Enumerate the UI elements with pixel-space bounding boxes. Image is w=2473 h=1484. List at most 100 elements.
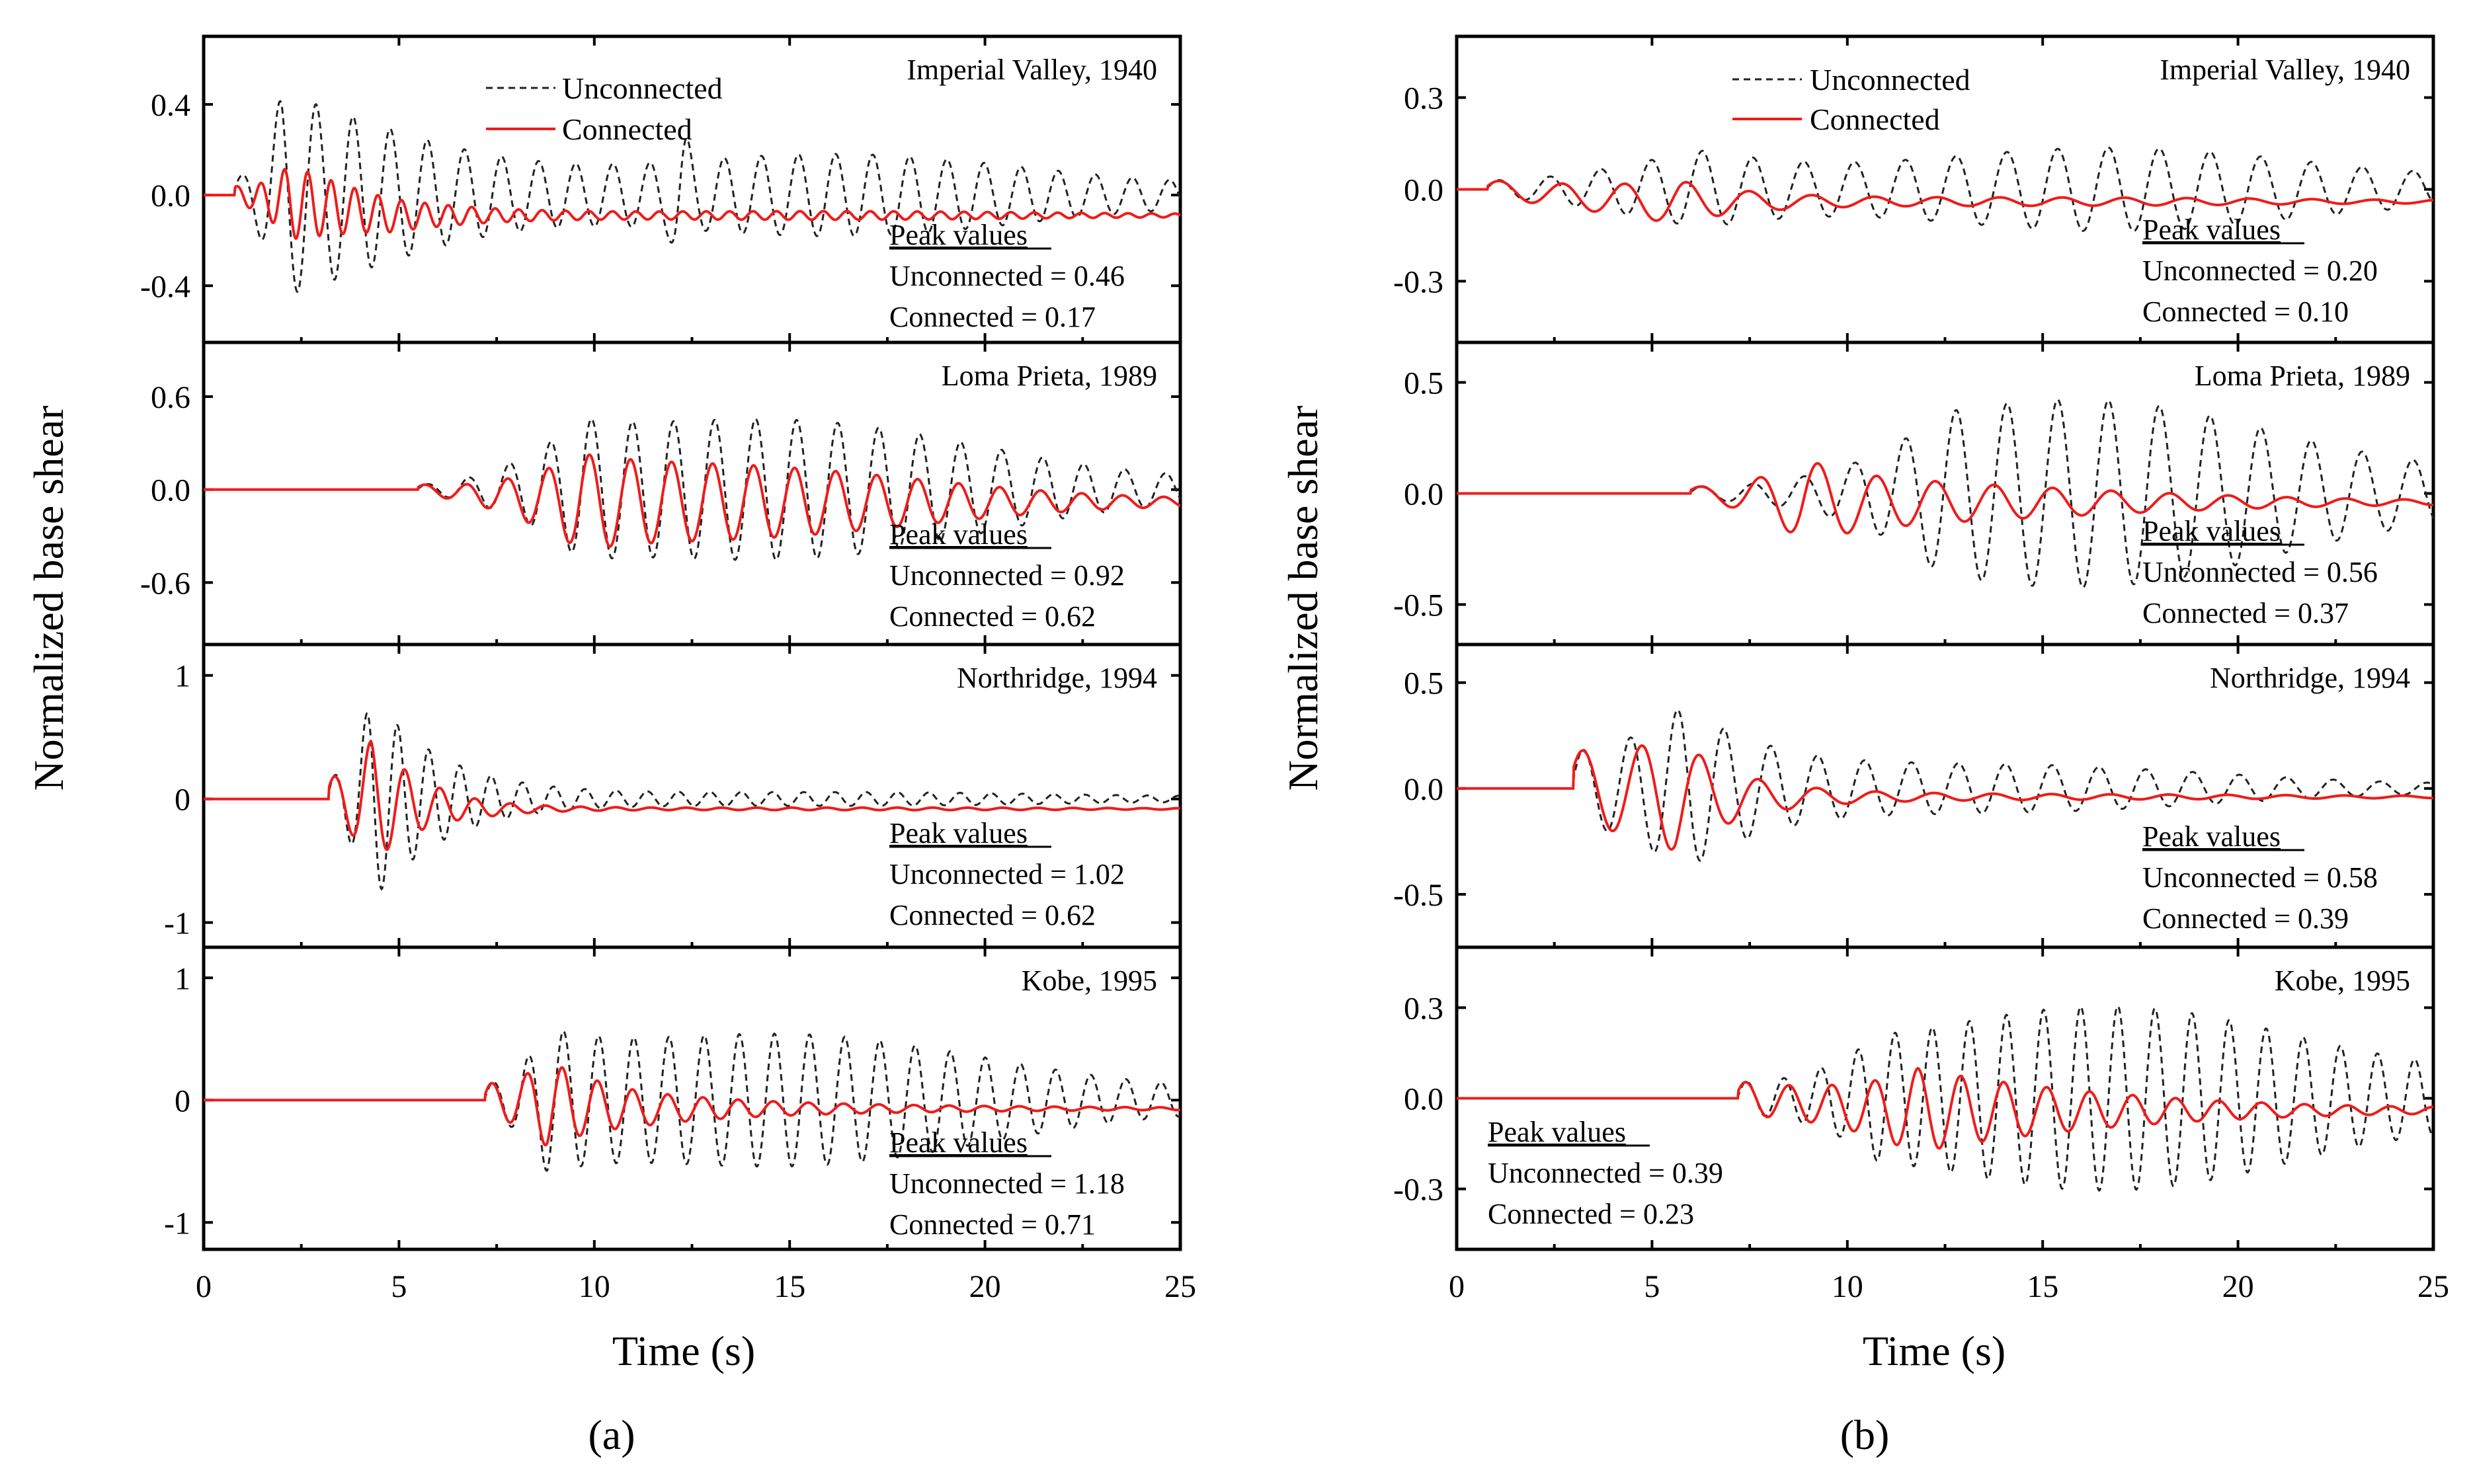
connected-series-line — [1457, 461, 2434, 535]
x-axis-title-b: Time (s) — [1863, 1327, 2006, 1374]
x-tick-label: 0 — [196, 1269, 212, 1304]
peak-values-heading: Peak values — [889, 1126, 1028, 1159]
legend-unconnected-label-b: Unconnected — [1810, 63, 1970, 97]
unconnected-series-line — [204, 100, 1182, 293]
y-tick-label: 0.6 — [151, 380, 190, 415]
earthquake-title: Kobe, 1995 — [1022, 964, 1157, 997]
earthquake-title: Loma Prieta, 1989 — [2195, 360, 2410, 392]
peak-values-heading: Peak values — [2142, 820, 2281, 853]
y-tick-label: -0.3 — [1393, 264, 1443, 299]
legend-connected-label-a: Connected — [562, 112, 692, 146]
peak-unconnected: Unconnected = 0.92 — [889, 559, 1125, 592]
y-tick-label: 0.4 — [151, 88, 190, 123]
y-tick-label: -0.6 — [140, 566, 190, 601]
peak-values-heading: Peak values — [2142, 515, 2281, 547]
earthquake-title: Northridge, 1994 — [2210, 662, 2410, 694]
y-tick-label: -0.5 — [1393, 878, 1443, 913]
y-axis-title-b: Normalized base shear — [1279, 406, 1326, 791]
panel-label-b: (b) — [1840, 1411, 1890, 1458]
y-tick-label: -1 — [164, 1206, 190, 1241]
x-tick-label: 15 — [774, 1269, 805, 1304]
y-tick-label: 0.5 — [1404, 666, 1443, 701]
unconnected-series-line — [1457, 146, 2435, 233]
y-tick-label: 0.0 — [151, 473, 190, 508]
peak-values-heading: Peak values — [889, 518, 1028, 551]
peak-connected: Connected = 0.37 — [2142, 597, 2349, 629]
peak-values-heading: Peak values — [889, 219, 1028, 251]
x-tick-label: 5 — [1644, 1269, 1660, 1304]
y-tick-label: 0.0 — [151, 178, 190, 214]
legend-unconnected-label-a: Unconnected — [562, 71, 723, 105]
connected-series-line — [204, 740, 1180, 851]
peak-connected: Connected = 0.17 — [889, 301, 1096, 333]
peak-values-heading: Peak values — [1488, 1116, 1626, 1148]
x-tick-label: 0 — [1449, 1269, 1465, 1304]
peak-unconnected: Unconnected = 0.56 — [2142, 556, 2378, 588]
y-tick-label: -0.4 — [140, 269, 190, 304]
peak-values-heading: Peak values — [889, 817, 1028, 849]
x-tick-label: 10 — [1832, 1269, 1863, 1304]
y-axis-title-a: Normalized base shear — [25, 406, 72, 791]
peak-connected: Connected = 0.71 — [889, 1208, 1096, 1241]
subplot-b-1: -0.3 0.0 0.3 Imperial Valley, 1940 Peak valu… — [1393, 34, 2435, 344]
x-tick-label: 10 — [579, 1269, 610, 1304]
peak-unconnected: Unconnected = 1.18 — [889, 1167, 1125, 1200]
peak-connected: Connected = 0.39 — [2142, 902, 2349, 935]
y-tick-label: 0.3 — [1404, 991, 1443, 1026]
earthquake-title: Imperial Valley, 1940 — [2160, 54, 2410, 86]
y-tick-label: 0 — [175, 1083, 190, 1118]
x-axis-title-a: Time (s) — [612, 1327, 755, 1374]
x-tick-label: 20 — [2222, 1269, 2254, 1304]
y-tick-label: 0 — [175, 783, 190, 818]
peak-unconnected: Unconnected = 0.39 — [1488, 1157, 1723, 1189]
y-tick-label: -0.3 — [1393, 1173, 1443, 1208]
peak-connected: Connected = 0.23 — [1488, 1198, 1694, 1230]
subplot-b-4: -0.3 0.0 0.3 Kobe, 1995 Peak values Unconnect… — [1393, 945, 2435, 1251]
subplot-a-1: -0.4 0.0 0.4 Imperial Valley, 1940 Peak valu… — [140, 34, 1182, 344]
x-tick-label: 15 — [2027, 1269, 2058, 1304]
peak-unconnected: Unconnected = 0.46 — [889, 260, 1125, 292]
x-tick-label: 20 — [969, 1269, 1001, 1304]
peak-unconnected: Unconnected = 0.58 — [2142, 861, 2378, 894]
connected-series-line — [1457, 179, 2434, 222]
peak-connected: Connected = 0.62 — [889, 600, 1096, 633]
subplot-a-3: -1 0 1 Northridge, 1994 Peak values Unconnect… — [164, 643, 1182, 949]
connected-series-line — [204, 453, 1181, 548]
peak-connected: Connected = 0.10 — [2142, 295, 2349, 328]
panel-label-a: (a) — [588, 1411, 635, 1458]
y-tick-label: 0.5 — [1404, 366, 1443, 401]
earthquake-title: Northridge, 1994 — [957, 662, 1157, 694]
y-tick-label: 0.0 — [1404, 477, 1443, 512]
legend-b: Unconnected Connected — [1732, 63, 1970, 136]
x-tick-label: 25 — [2417, 1269, 2449, 1304]
x-tick-label: 5 — [391, 1269, 407, 1304]
subplot-b-3: -0.5 0.0 0.5 Northridge, 1994 Peak values Unc… — [1393, 643, 2435, 949]
peak-unconnected: Unconnected = 1.02 — [889, 858, 1125, 890]
earthquake-title: Kobe, 1995 — [2275, 964, 2410, 997]
connected-series-line — [1457, 1066, 2433, 1150]
peak-unconnected: Unconnected = 0.20 — [2142, 254, 2378, 287]
legend-a: Unconnected Connected — [486, 71, 723, 146]
y-tick-label: 0.0 — [1404, 173, 1443, 208]
unconnected-series-line — [204, 712, 1181, 891]
connected-series-line — [204, 1066, 1181, 1147]
y-tick-label: -0.5 — [1393, 588, 1443, 623]
subplot-a-2: -0.6 0.0 0.6 Loma Prieta, 1989 Peak values Un… — [140, 340, 1182, 646]
y-tick-label: 1 — [175, 659, 190, 694]
earthquake-title: Loma Prieta, 1989 — [942, 360, 1157, 392]
y-tick-label: 0.0 — [1404, 1082, 1443, 1117]
x-tick-label: 25 — [1164, 1269, 1196, 1304]
y-tick-label: 1 — [175, 961, 190, 996]
subplot-a-4: -1 0 1 Kobe, 1995 Peak values Unconnected = 1… — [164, 945, 1182, 1251]
earthquake-title: Imperial Valley, 1940 — [907, 54, 1157, 86]
connected-series-line — [204, 167, 1181, 241]
legend-connected-label-b: Connected — [1810, 102, 1940, 136]
y-tick-label: 0.3 — [1404, 81, 1443, 116]
connected-series-line — [1457, 744, 2433, 851]
unconnected-series-line — [1457, 709, 2434, 862]
subplot-b-2: -0.5 0.0 0.5 Loma Prieta, 1989 Peak values Un… — [1393, 340, 2435, 646]
y-tick-label: -1 — [164, 906, 190, 941]
peak-connected: Connected = 0.62 — [889, 899, 1096, 931]
